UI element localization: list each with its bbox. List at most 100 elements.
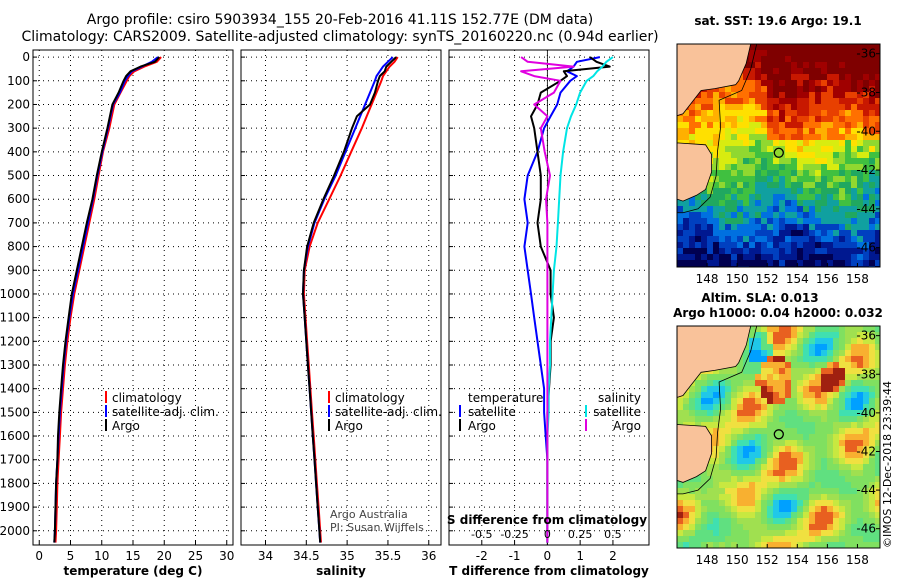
map-cell: [863, 398, 870, 405]
map-cell: [761, 344, 768, 351]
map-cell: [863, 344, 870, 351]
map-cell: [851, 350, 858, 357]
map-cell: [875, 494, 880, 501]
map-cell: [821, 44, 828, 51]
map-cell: [803, 440, 810, 447]
map-cell: [821, 482, 828, 489]
map-cell: [869, 428, 876, 435]
map-cell: [791, 152, 798, 159]
map-cell: [797, 140, 804, 147]
map-cell: [719, 176, 726, 183]
map-cell: [851, 386, 858, 393]
map-cell: [683, 416, 690, 423]
map-cell: [845, 536, 852, 543]
map-cell: [869, 362, 876, 369]
map-cell: [749, 500, 756, 507]
map-cell: [689, 482, 696, 489]
map-cell: [755, 98, 762, 105]
map-cell: [677, 224, 684, 231]
map-cell: [869, 128, 876, 135]
map-cell: [791, 344, 798, 351]
map-y-tick-label: -46: [856, 522, 876, 536]
map-cell: [797, 128, 804, 135]
map-cell: [779, 50, 786, 57]
map-cell: [773, 464, 780, 471]
map-cell: [785, 524, 792, 531]
map-cell: [743, 356, 750, 363]
map-cell: [773, 536, 780, 543]
map-cell: [725, 182, 732, 189]
map-cell: [869, 260, 876, 267]
map-cell: [875, 188, 880, 195]
map-cell: [791, 356, 798, 363]
map-cell: [761, 440, 768, 447]
map-cell: [863, 356, 870, 363]
map-cell: [869, 434, 876, 441]
map-cell: [839, 356, 846, 363]
top-tick-label: 0.25: [568, 528, 593, 541]
map-cell: [713, 416, 720, 423]
map-cell: [695, 476, 702, 483]
map-cell: [869, 446, 876, 453]
map-cell: [785, 152, 792, 159]
map-cell: [827, 506, 834, 513]
map-cell: [851, 146, 858, 153]
map-cell: [689, 128, 696, 135]
map-cell: [785, 464, 792, 471]
map-cell: [869, 500, 876, 507]
y-tick-label: 1300: [0, 358, 30, 372]
map-cell: [713, 116, 720, 123]
map-cell: [725, 134, 732, 141]
map-cell: [761, 194, 768, 201]
map-cell: [779, 176, 786, 183]
map-cell: [779, 368, 786, 375]
map-cell: [707, 422, 714, 429]
map-cell: [767, 170, 774, 177]
map-cell: [815, 434, 822, 441]
x-tick-label: 20: [157, 549, 172, 563]
map-cell: [785, 362, 792, 369]
map-cell: [749, 422, 756, 429]
map-cell: [863, 476, 870, 483]
map-cell: [779, 356, 786, 363]
map-cell: [749, 104, 756, 111]
map-cell: [863, 332, 870, 339]
map-cell: [695, 506, 702, 513]
map-cell: [797, 476, 804, 483]
map-cell: [869, 506, 876, 513]
map-cell: [773, 104, 780, 111]
map-cell: [773, 374, 780, 381]
series-line-s-argo: [520, 56, 575, 543]
map-cell: [737, 362, 744, 369]
map-y-tick-label: -44: [856, 202, 876, 216]
map-cell: [839, 398, 846, 405]
map-cell: [701, 530, 708, 537]
map-cell: [845, 80, 852, 87]
map-cell: [719, 236, 726, 243]
map-cell: [863, 416, 870, 423]
map-cell: [821, 506, 828, 513]
map-cell: [773, 500, 780, 507]
map-cell: [851, 476, 858, 483]
map-cell: [755, 206, 762, 213]
map-cell: [809, 200, 816, 207]
map-cell: [785, 74, 792, 81]
map-cell: [713, 476, 720, 483]
map-cell: [833, 68, 840, 75]
map-cell: [719, 218, 726, 225]
map-x-tick-label: 158: [846, 272, 869, 286]
map-cell: [779, 530, 786, 537]
map-cell: [803, 98, 810, 105]
map-cell: [767, 446, 774, 453]
map-cell: [797, 242, 804, 249]
map-cell: [863, 50, 870, 57]
map-cell: [845, 482, 852, 489]
map-cell: [713, 368, 720, 375]
map-cell: [809, 356, 816, 363]
map-cell: [743, 128, 750, 135]
map-cell: [851, 56, 858, 63]
map-cell: [785, 350, 792, 357]
map-cell: [857, 476, 864, 483]
map-cell: [845, 224, 852, 231]
map-cell: [803, 248, 810, 255]
